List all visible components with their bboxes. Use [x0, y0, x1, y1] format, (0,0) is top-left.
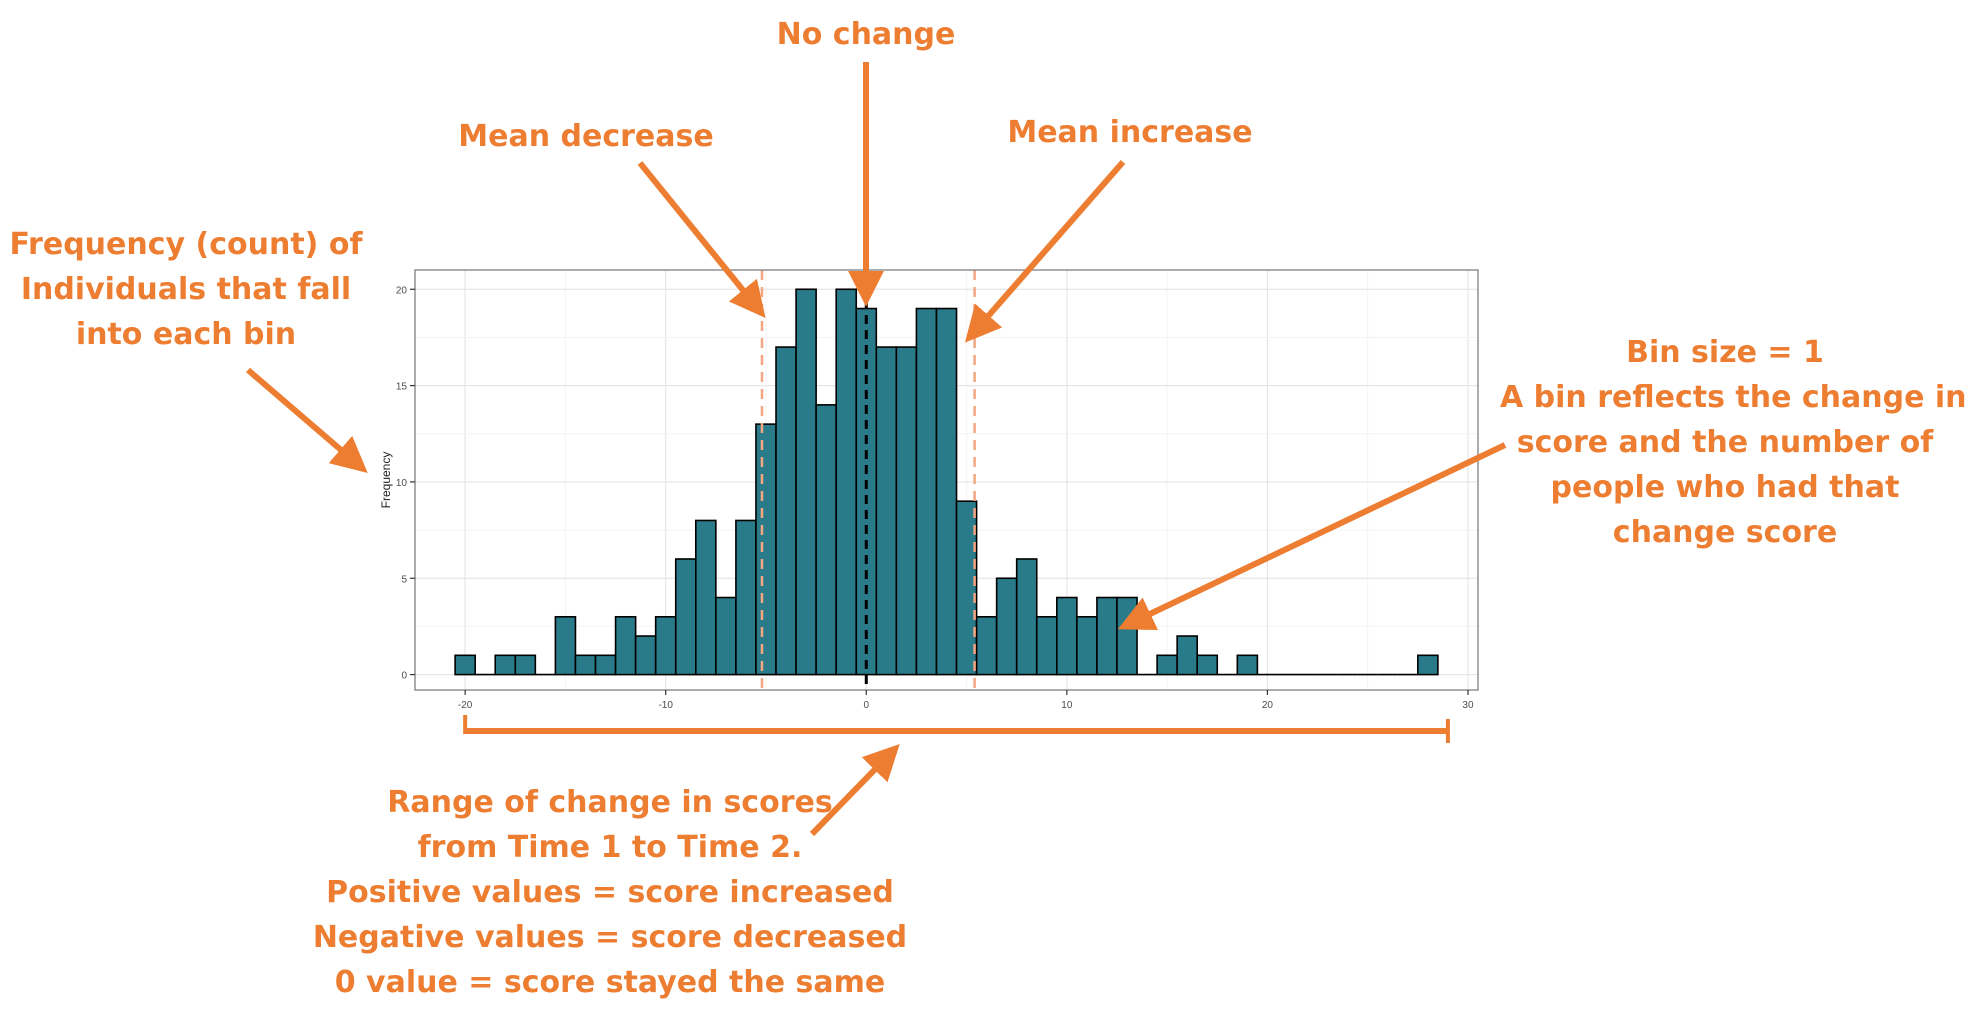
histogram-bar [614, 615, 637, 676]
histogram-bar [634, 635, 657, 676]
x-tick-label: 30 [1462, 700, 1474, 711]
annotation-line: Individuals that fall [20, 272, 352, 307]
histogram-bar [955, 500, 978, 676]
annotation-line: Negative values = score decreased [312, 920, 908, 955]
histogram-bar [795, 288, 817, 676]
range-bracket [463, 715, 1450, 743]
histogram-bar [735, 519, 757, 676]
y-tick-label: 20 [396, 285, 408, 296]
histogram-bar [835, 288, 858, 676]
histogram-bar [1116, 596, 1138, 676]
annotation-line: A bin reflects the change in [1500, 380, 1967, 415]
annotation-bin-size: Bin size = 1 A bin reflects the change i… [1500, 330, 1967, 555]
annotation-line: Mean decrease [458, 119, 714, 154]
annotation-line: Bin size = 1 [1626, 335, 1824, 370]
histogram-bar [1056, 596, 1078, 676]
histogram-bars [454, 288, 1439, 676]
histogram-bar [935, 307, 958, 676]
x-tick-label: 10 [1061, 700, 1073, 711]
annotation-line: 0 value = score stayed the same [334, 965, 886, 1000]
annotation-mean-increase: Mean increase [1000, 110, 1260, 155]
histogram-bar [975, 615, 998, 676]
histogram-bar [694, 519, 717, 676]
histogram-bar [1196, 654, 1219, 676]
annotation-line: Range of change in scores [387, 785, 833, 820]
histogram-bar [1096, 596, 1118, 676]
x-tick-label: 20 [1262, 700, 1274, 711]
histogram-bar [514, 654, 537, 676]
arrow-mean-decrease [637, 161, 766, 319]
histogram-bar [1015, 558, 1038, 676]
x-tick-label: 0 [863, 700, 869, 711]
annotation-range: Range of change in scores from Time 1 to… [310, 780, 910, 1005]
histogram-bar [554, 615, 577, 676]
annotation-line: score and the number of [1516, 425, 1934, 460]
arrow-range [809, 743, 900, 837]
histogram-bar [755, 423, 777, 676]
x-tick-label: -20 [458, 700, 473, 711]
annotation-line: Mean increase [1007, 115, 1253, 150]
annotation-no-change: No change [736, 12, 996, 57]
annotation-line: Positive values = score increased [326, 875, 894, 910]
arrow-bin-size [1117, 442, 1507, 631]
arrow-frequency [246, 367, 368, 473]
histogram-bar [654, 615, 677, 676]
annotation-line: No change [776, 17, 956, 52]
y-tick-label: 0 [401, 671, 407, 682]
x-tick-label: -10 [658, 700, 673, 711]
histogram-bar [875, 346, 898, 676]
histogram-bar [715, 596, 737, 676]
annotation-line: change score [1612, 515, 1838, 550]
arrow-mean-increase [964, 160, 1126, 343]
histogram-bar [1156, 654, 1178, 676]
annotation-mean-decrease: Mean decrease [436, 114, 736, 159]
annotation-line: Frequency (count) of [9, 227, 363, 262]
histogram-bar [915, 307, 938, 676]
y-axis-label: Frequency [379, 452, 393, 509]
annotation-line: into each bin [75, 317, 297, 352]
histogram-bar [815, 404, 837, 676]
annotation-frequency: Frequency (count) of Individuals that fa… [0, 222, 372, 357]
histogram-bar [1176, 635, 1199, 676]
annotation-line: people who had that [1550, 470, 1900, 505]
y-tick-label: 15 [396, 382, 408, 393]
histogram-bar [1417, 654, 1439, 676]
histogram-bar [995, 577, 1018, 676]
histogram-bar [775, 346, 797, 676]
y-tick-label: 5 [401, 574, 407, 585]
annotation-line: from Time 1 to Time 2. [417, 830, 803, 865]
y-tick-label: 10 [396, 478, 408, 489]
histogram-bar [594, 654, 617, 676]
plot-panel-border [414, 269, 1479, 691]
histogram-bar [1076, 615, 1098, 676]
histogram-bar [494, 654, 517, 676]
histogram-bar [895, 346, 918, 676]
histogram-bar [1236, 654, 1259, 676]
histogram-bar [674, 558, 697, 676]
axis-ticks: -20 -10 0 10 20 30 0 5 10 15 20 [396, 285, 1474, 711]
histogram-bar [574, 654, 597, 676]
histogram-bar [1035, 615, 1058, 676]
histogram-bar [454, 654, 476, 676]
